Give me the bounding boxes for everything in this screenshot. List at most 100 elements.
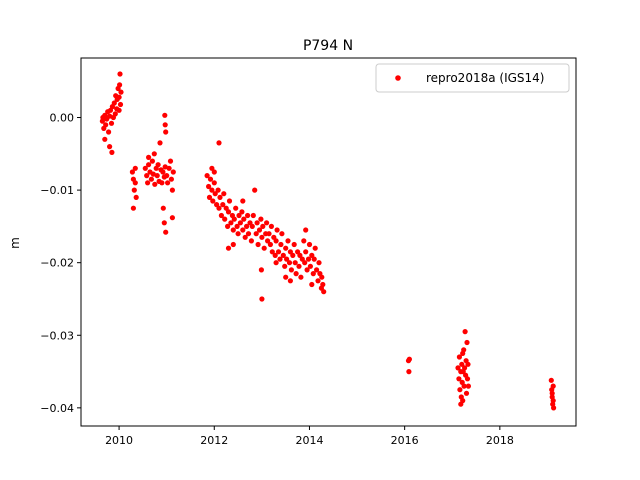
data-point xyxy=(265,238,271,244)
data-point xyxy=(239,209,245,215)
data-point xyxy=(169,187,175,193)
data-point xyxy=(303,227,309,233)
data-point xyxy=(273,238,279,244)
data-point xyxy=(231,216,237,222)
data-point xyxy=(280,252,286,258)
data-point xyxy=(465,361,471,367)
data-point xyxy=(162,122,168,128)
data-point xyxy=(242,234,248,240)
data-point xyxy=(162,164,168,170)
data-point xyxy=(311,256,317,262)
data-point xyxy=(258,267,264,273)
data-point xyxy=(464,339,470,346)
data-point xyxy=(212,191,218,197)
data-point xyxy=(244,223,250,229)
data-point xyxy=(459,361,465,367)
data-point xyxy=(109,149,115,155)
data-point xyxy=(316,260,322,266)
data-point xyxy=(107,144,113,150)
data-point xyxy=(218,212,224,219)
legend-label: repro2018a (IGS14) xyxy=(426,71,544,85)
data-point xyxy=(465,383,471,389)
data-point xyxy=(169,215,175,221)
data-point xyxy=(223,205,229,211)
data-point xyxy=(230,227,236,233)
data-point xyxy=(550,383,556,389)
data-point xyxy=(297,252,303,258)
data-point xyxy=(456,354,462,360)
x-tick-label: 2016 xyxy=(391,434,419,447)
data-point xyxy=(305,256,312,262)
data-point xyxy=(209,187,215,193)
data-point xyxy=(144,173,150,179)
data-point xyxy=(154,173,160,179)
data-point xyxy=(131,187,137,193)
data-point xyxy=(168,176,174,182)
data-point xyxy=(301,238,307,244)
data-point xyxy=(456,376,462,382)
data-point xyxy=(259,234,265,240)
data-point xyxy=(146,154,152,160)
data-point xyxy=(206,194,213,200)
data-point xyxy=(130,205,136,211)
data-point xyxy=(241,216,247,222)
data-point xyxy=(216,140,222,146)
data-point xyxy=(319,274,325,280)
data-point xyxy=(210,198,216,204)
data-point xyxy=(163,129,169,135)
x-axis-ticks: 2010 2012 2014 2016 2018 xyxy=(105,426,514,447)
data-point xyxy=(282,263,288,269)
data-point xyxy=(145,180,151,186)
data-point xyxy=(296,263,302,269)
data-point xyxy=(245,231,252,237)
x-tick-label: 2018 xyxy=(486,434,514,447)
data-point xyxy=(320,281,326,288)
data-point xyxy=(155,162,161,168)
y-axis-label: m xyxy=(8,237,22,249)
data-point xyxy=(259,296,265,302)
data-point xyxy=(215,187,221,193)
data-point xyxy=(462,365,468,371)
data-point xyxy=(129,169,135,175)
data-point xyxy=(170,169,176,175)
data-point xyxy=(462,329,468,335)
data-point xyxy=(117,71,123,77)
data-point xyxy=(291,241,297,248)
data-point xyxy=(150,171,156,177)
data-point xyxy=(235,231,241,237)
data-point xyxy=(548,377,554,383)
data-point xyxy=(237,220,243,226)
data-point xyxy=(248,238,254,244)
y-tick-label: −0.03 xyxy=(40,329,74,342)
data-point xyxy=(206,183,212,190)
data-point xyxy=(103,122,109,128)
data-point xyxy=(283,274,289,280)
data-point xyxy=(222,216,228,222)
data-point xyxy=(279,231,285,237)
data-point xyxy=(211,169,217,175)
data-point xyxy=(151,151,157,157)
legend: repro2018a (IGS14) xyxy=(375,63,570,93)
data-point xyxy=(268,223,274,229)
data-point xyxy=(220,202,226,208)
data-point xyxy=(160,169,166,175)
data-point xyxy=(315,278,321,284)
data-point xyxy=(283,245,289,251)
data-point xyxy=(285,238,291,244)
data-point xyxy=(277,256,283,262)
data-point xyxy=(254,220,260,226)
data-point xyxy=(142,165,148,171)
legend-box xyxy=(375,63,570,93)
y-tick-label: 0.00 xyxy=(50,112,75,125)
data-point xyxy=(116,107,122,113)
y-tick-label: −0.04 xyxy=(40,402,74,415)
data-point xyxy=(230,241,236,248)
data-point xyxy=(132,165,138,171)
data-point xyxy=(314,267,320,273)
data-point xyxy=(146,162,152,168)
data-point xyxy=(312,245,318,251)
data-point xyxy=(209,165,215,171)
data-point xyxy=(292,260,298,266)
data-point xyxy=(298,274,304,280)
